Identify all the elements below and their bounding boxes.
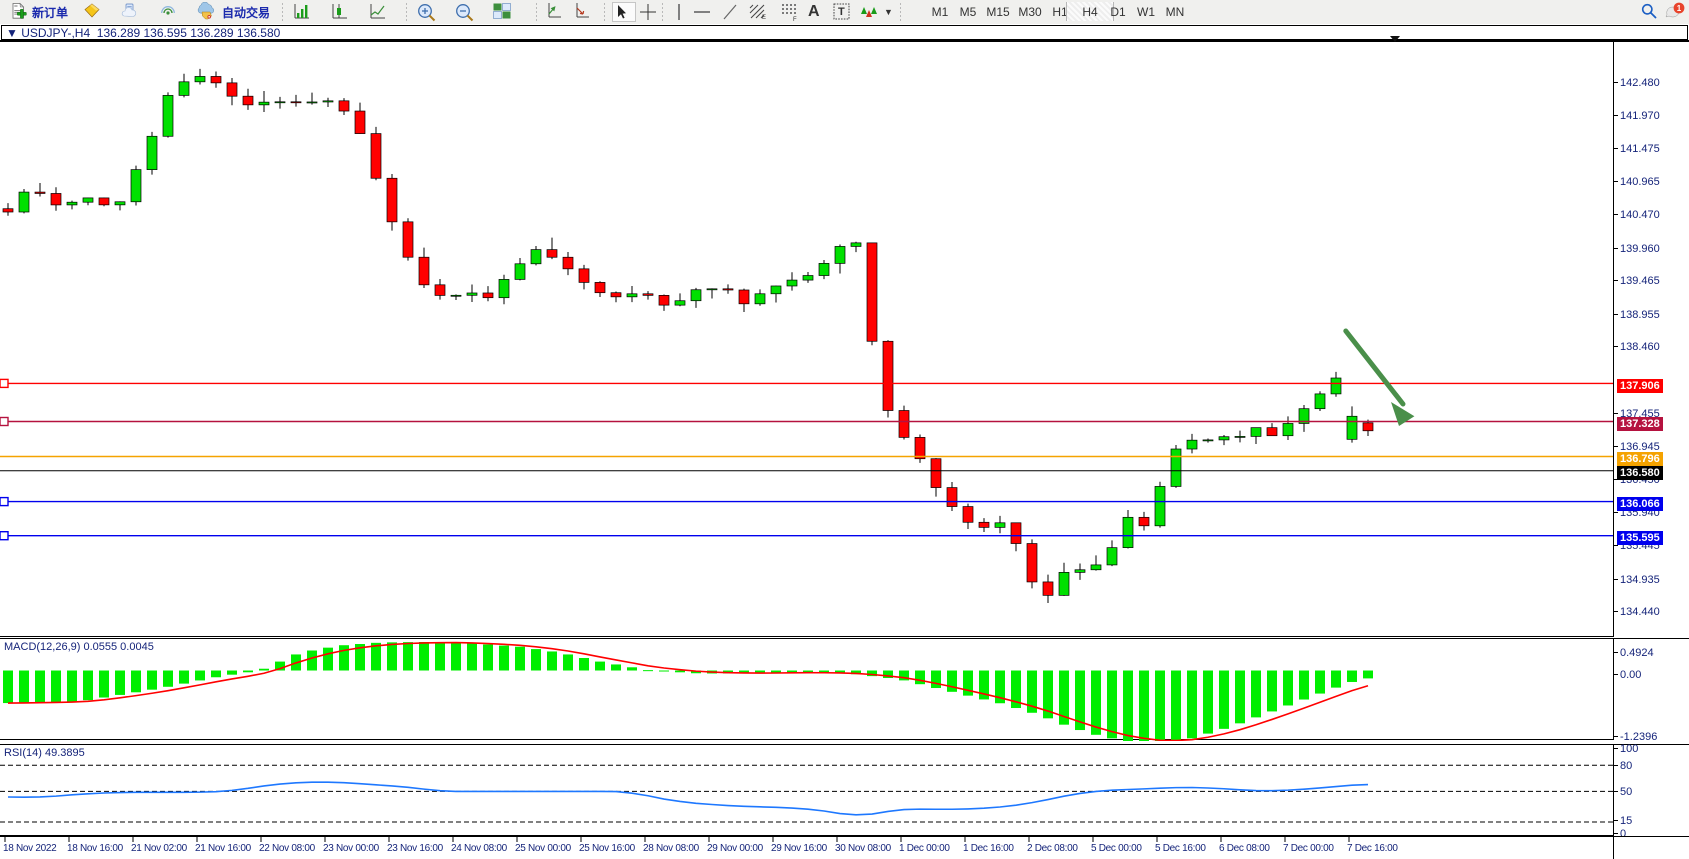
svg-text:E: E bbox=[762, 15, 766, 21]
svg-text:T: T bbox=[838, 6, 845, 18]
svg-text:F: F bbox=[793, 17, 797, 22]
svg-text:1: 1 bbox=[1677, 4, 1682, 13]
